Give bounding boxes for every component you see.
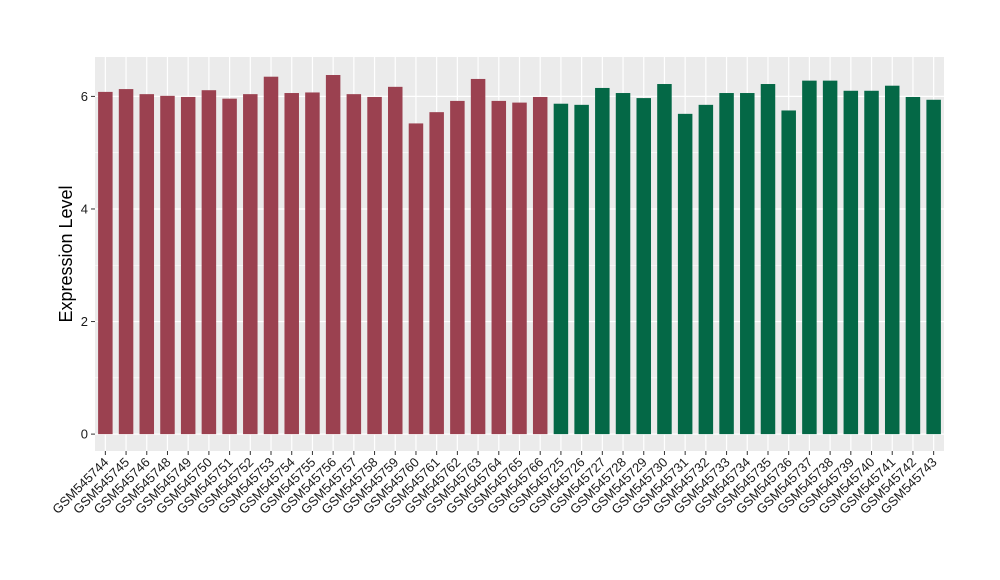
bar-GSM545728 [615,93,631,435]
y-axis-title: Expression Level [56,185,76,322]
bar-GSM545760 [408,123,424,435]
bar-GSM545750 [201,90,217,435]
bar-GSM545752 [243,94,258,435]
bar-GSM545725 [553,103,569,435]
bar-GSM545761 [429,112,444,435]
bar-GSM545736 [781,110,796,435]
bar-GSM545726 [574,104,589,435]
bar-GSM545729 [636,98,651,435]
bar-GSM545756 [325,75,341,435]
bar-GSM545764 [491,100,507,435]
bar-GSM545731 [677,113,693,435]
bar-GSM545755 [305,92,320,435]
y-tick-label: 0 [81,427,88,442]
bar-GSM545753 [263,76,279,435]
bar-GSM545763 [470,78,486,435]
bar-GSM545741 [884,85,900,435]
bar-GSM545742 [905,96,921,435]
bar-GSM545727 [595,87,610,435]
y-tick-label: 4 [81,201,88,216]
bar-GSM545743 [926,99,941,435]
bar-GSM545734 [740,93,755,435]
bar-GSM545740 [864,90,879,435]
x-axis: GSM545744GSM545745GSM545746GSM545748GSM5… [49,451,940,517]
bar-GSM545737 [802,80,817,435]
bar-GSM545732 [698,104,714,435]
bar-GSM545739 [843,90,859,435]
bar-GSM545738 [822,80,838,435]
bar-GSM545758 [367,96,382,435]
bar-GSM545746 [139,94,155,435]
bar-GSM545735 [760,84,776,435]
bar-GSM545733 [719,93,734,435]
y-axis: 0 2 4 6 [81,89,95,442]
bar-GSM545744 [98,91,113,435]
y-tick-label: 6 [81,89,88,104]
bar-GSM545748 [160,95,175,435]
bar-GSM545759 [388,86,403,435]
bar-GSM545745 [118,89,134,435]
bar-GSM545749 [180,96,196,435]
bar-GSM545762 [450,100,465,435]
bar-GSM545730 [657,84,672,435]
bar-GSM545766 [532,96,548,435]
bar-GSM545754 [284,93,299,435]
y-tick-label: 2 [81,314,88,329]
bar-GSM545751 [222,98,237,435]
bar-GSM545757 [346,94,362,435]
bars [98,75,941,435]
bar-GSM545765 [512,102,527,435]
